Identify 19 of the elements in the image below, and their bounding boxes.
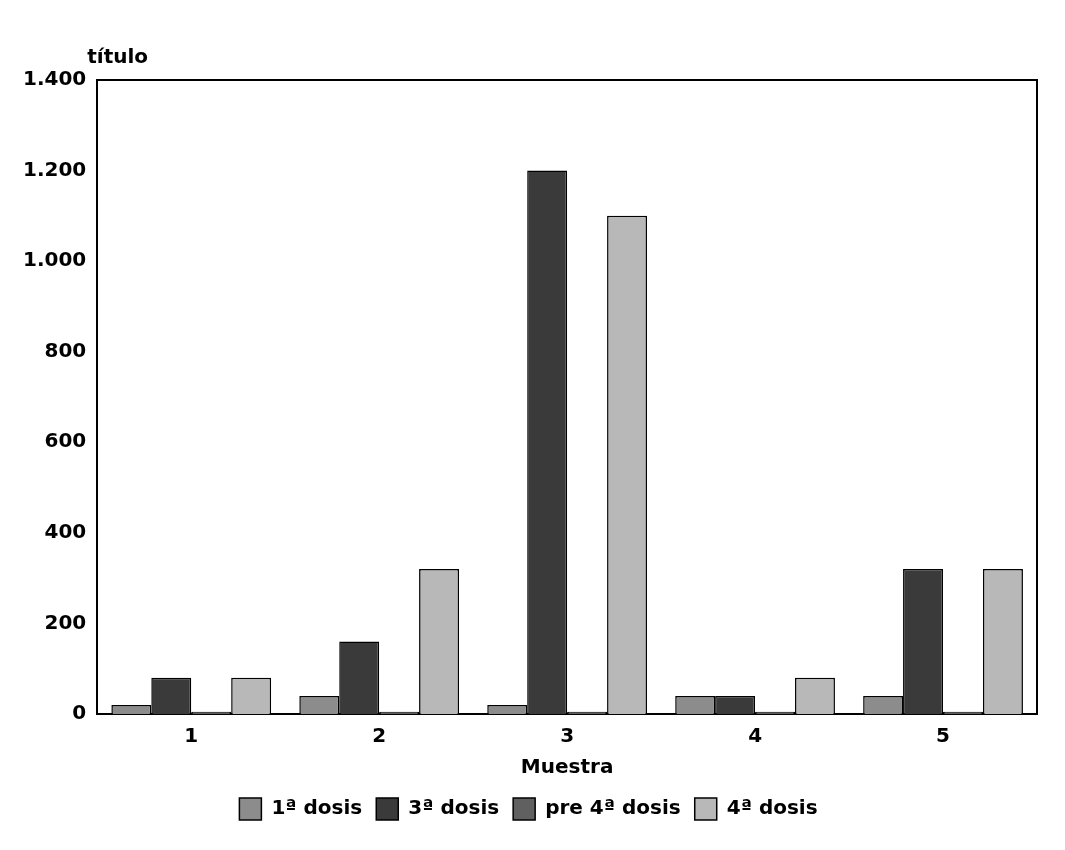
y-tick-label: 600: [44, 428, 87, 453]
y-tick-label: 800: [44, 337, 87, 362]
y-tick-label: 1.000: [23, 247, 87, 272]
x-tick-label: 2: [372, 723, 387, 748]
y-tick-label: 400: [44, 519, 87, 544]
y-tick-label: 200: [44, 609, 87, 634]
legend-label: 1ª dosis: [271, 795, 363, 820]
y-tick-label: 1.400: [23, 66, 87, 91]
x-tick-label: 1: [184, 723, 199, 748]
legend-label: pre 4ª dosis: [545, 795, 681, 820]
x-tick-label: 3: [560, 723, 575, 748]
x-tick-label: 5: [936, 723, 950, 748]
y-tick-label: 1.200: [23, 156, 87, 181]
y-axis-title: título: [87, 44, 149, 69]
x-axis-title: Muestra: [520, 754, 614, 779]
y-tick-label: 0: [72, 700, 87, 725]
x-tick-label: 4: [748, 723, 763, 748]
legend-label: 4ª dosis: [726, 795, 818, 820]
legend-label: 3ª dosis: [408, 795, 500, 820]
